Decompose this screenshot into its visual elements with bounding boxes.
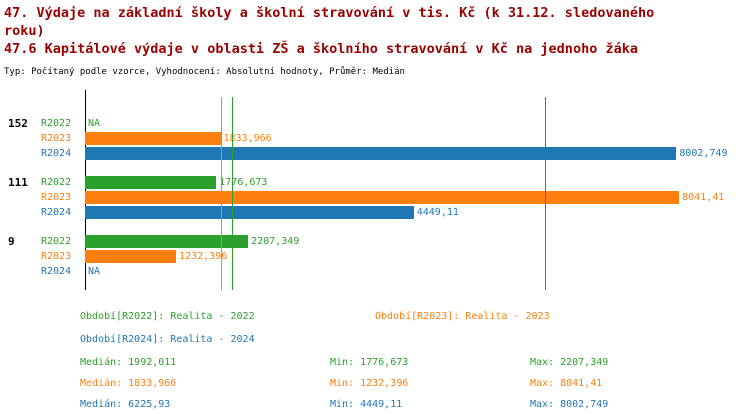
legend-item: Období[R2024]: Realita - 2024: [80, 334, 255, 345]
bar-track: 2207,349: [85, 235, 750, 248]
bar-track: 1833,966: [85, 132, 750, 145]
bar: [85, 191, 680, 204]
series-label: R2023: [41, 192, 72, 203]
stats-min: Min: 1232,396: [330, 378, 409, 389]
series-label: R2023: [41, 133, 72, 144]
bar-row: R2024 NA: [0, 265, 750, 278]
bar: [85, 250, 177, 263]
stats-median: Medián: 1833,966: [80, 378, 177, 389]
bar-value-label: NA: [88, 118, 101, 129]
bar-track: 1232,396: [85, 250, 750, 263]
series-label: R2024: [41, 207, 72, 218]
bar-group: 111 R2022 1776,673 R2023 8041,41 R2024 4449,11: [0, 176, 750, 219]
series-label: R2024: [41, 148, 72, 159]
series-label: R2022: [41, 236, 72, 247]
axis-origin-tick: [85, 90, 86, 97]
chart-stats: Medián: 1992,011 Min: 1776,673 Max: 2207,3…: [0, 356, 750, 412]
chart-subtitle: Typ: Počítaný podle vzorce, Vyhodnocení:…: [4, 67, 405, 77]
chart-legend: Období[R2022]: Realita - 2022 Období[R202…: [0, 310, 750, 347]
group-label: 9: [8, 235, 15, 248]
bar-track: 1776,673: [85, 176, 750, 189]
bar-row: 9 R2022 2207,349: [0, 235, 750, 248]
bar-value-label: 4449,11: [416, 207, 459, 218]
legend-item: Období[R2023]: Realita - 2023: [375, 311, 550, 322]
chart-header: 47. Výdaje na základní školy a školní st…: [0, 4, 750, 78]
bar-value-label: 2207,349: [251, 236, 300, 247]
group-label: 152: [8, 117, 28, 130]
bar-track: 8041,41: [85, 191, 750, 204]
bar-row: 152 R2022 NA: [0, 117, 750, 130]
bar-track: NA: [85, 117, 750, 130]
bar-track: 4449,11: [85, 206, 750, 219]
group-label: 111: [8, 176, 28, 189]
stats-max: Max: 2207,349: [530, 357, 609, 368]
bar-value-label: 1232,396: [179, 251, 228, 262]
chart-title-line-1: 47. Výdaje na základní školy a školní st…: [4, 5, 655, 39]
bar: [85, 147, 677, 160]
bar-value-label: NA: [88, 266, 101, 277]
bar-groups: 152 R2022 NA R2023 1833,966 R2024 8002,749 111 R…: [0, 117, 750, 294]
bar-track: NA: [85, 265, 750, 278]
series-label: R2024: [41, 266, 72, 277]
stats-row: Medián: 1833,966 Min: 1232,396 Max: 8041,4…: [0, 377, 750, 391]
bar-row: R2024 4449,11: [0, 206, 750, 219]
stats-row: Medián: 1992,011 Min: 1776,673 Max: 2207,3…: [0, 356, 750, 370]
bar: [85, 176, 217, 189]
bar-row: R2024 8002,749: [0, 147, 750, 160]
bar: [85, 235, 249, 248]
median-line: [545, 97, 547, 290]
bar-group: 152 R2022 NA R2023 1833,966 R2024 8002,749: [0, 117, 750, 160]
bar-row: 111 R2022 1776,673: [0, 176, 750, 189]
median-line: [232, 97, 234, 290]
stats-median: Medián: 1992,011: [80, 357, 177, 368]
stats-row: Medián: 6225,93 Min: 4449,11 Max: 8002,749: [0, 398, 750, 412]
stats-median: Medián: 6225,93: [80, 399, 171, 410]
series-label: R2022: [41, 118, 72, 129]
bar-chart: 152 R2022 NA R2023 1833,966 R2024 8002,749 111 R…: [0, 90, 750, 290]
stats-max: Max: 8002,749: [530, 399, 609, 410]
median-line: [220, 97, 222, 290]
series-label: R2022: [41, 177, 72, 188]
bar-track: 8002,749: [85, 147, 750, 160]
series-label: R2023: [41, 251, 72, 262]
bar-value-label: 8002,749: [679, 148, 728, 159]
legend-item: Období[R2022]: Realita - 2022: [80, 311, 255, 322]
stats-max: Max: 8041,41: [530, 378, 603, 389]
bar-row: R2023 8041,41: [0, 191, 750, 204]
chart-title-line-2: 47.6 Kapitálové výdaje v oblasti ZŠ a šk…: [4, 41, 638, 57]
bar-row: R2023 1833,966: [0, 132, 750, 145]
bar-value-label: 1776,673: [219, 177, 268, 188]
bar-value-label: 1833,966: [223, 133, 272, 144]
stats-min: Min: 4449,11: [330, 399, 403, 410]
bar: [85, 206, 414, 219]
bar-group: 9 R2022 2207,349 R2023 1232,396 R2024 NA: [0, 235, 750, 278]
stats-min: Min: 1776,673: [330, 357, 409, 368]
bar: [85, 132, 221, 145]
bar-row: R2023 1232,396: [0, 250, 750, 263]
bar-value-label: 8041,41: [682, 192, 725, 203]
